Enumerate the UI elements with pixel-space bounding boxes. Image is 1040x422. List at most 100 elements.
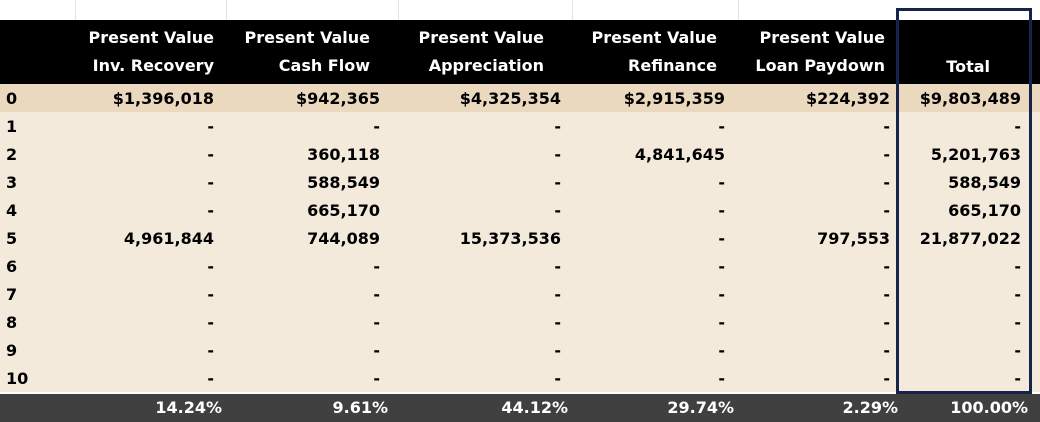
footer-pct-inv-recovery[interactable]: 14.24% [155, 398, 222, 417]
cell-loan-paydown[interactable]: - [883, 257, 890, 276]
cell-appreciation[interactable]: - [554, 201, 561, 220]
cell-appreciation[interactable]: - [554, 257, 561, 276]
header-inv-recovery[interactable]: Present Value Inv. Recovery [46, 20, 214, 84]
table-row: 8 - - - - - - [0, 308, 1040, 336]
row-year[interactable]: 3 [6, 173, 18, 192]
cell-refinance[interactable]: - [718, 285, 725, 304]
row-year[interactable]: 9 [6, 341, 18, 360]
cell-inv-recovery[interactable]: - [207, 117, 214, 136]
cell-inv-recovery[interactable]: - [207, 145, 214, 164]
table-row: 4 - 665,170 - - - 665,170 [0, 196, 1040, 224]
cell-refinance[interactable]: - [718, 313, 725, 332]
cell-total[interactable]: 588,549 [948, 173, 1021, 192]
cell-cash-flow[interactable]: 360,118 [307, 145, 380, 164]
row-year[interactable]: 6 [6, 257, 18, 276]
cell-loan-paydown[interactable]: 797,553 [817, 229, 890, 248]
cell-inv-recovery[interactable]: - [207, 201, 214, 220]
row-year[interactable]: 2 [6, 145, 18, 164]
cell-refinance[interactable]: - [718, 173, 725, 192]
cell-cash-flow[interactable]: 665,170 [307, 201, 380, 220]
cell-cash-flow[interactable]: - [373, 369, 380, 388]
cell-inv-recovery[interactable]: - [207, 341, 214, 360]
row-year[interactable]: 1 [6, 117, 18, 136]
cell-appreciation[interactable]: - [554, 145, 561, 164]
cell-refinance[interactable]: 4,841,645 [634, 145, 725, 164]
cell-appreciation[interactable]: - [554, 313, 561, 332]
cell-cash-flow[interactable]: - [373, 285, 380, 304]
cell-loan-paydown[interactable]: - [883, 341, 890, 360]
cell-refinance[interactable]: - [718, 341, 725, 360]
cell-appreciation[interactable]: 15,373,536 [459, 229, 561, 248]
cell-loan-paydown[interactable]: - [883, 369, 890, 388]
header-line1: Present Value [88, 28, 214, 47]
cell-total[interactable]: - [1014, 285, 1021, 304]
row-year[interactable]: 7 [6, 285, 18, 304]
cell-inv-recovery[interactable]: 4,961,844 [123, 229, 214, 248]
cell-inv-recovery[interactable]: - [207, 173, 214, 192]
row-year[interactable]: 10 [6, 369, 29, 388]
row-year[interactable]: 5 [6, 229, 18, 248]
cell-refinance[interactable]: - [718, 201, 725, 220]
gridline [398, 0, 399, 20]
cell-cash-flow[interactable]: 744,089 [307, 229, 380, 248]
cell-inv-recovery[interactable]: - [207, 285, 214, 304]
header-loan-paydown[interactable]: Present Value Loan Paydown [717, 20, 885, 84]
row-year[interactable]: 0 [6, 89, 18, 108]
cell-cash-flow[interactable]: - [373, 313, 380, 332]
table-row: 7 - - - - - - [0, 280, 1040, 308]
cell-refinance[interactable]: - [718, 117, 725, 136]
table-row: 9 - - - - - - [0, 336, 1040, 364]
cell-total[interactable]: 5,201,763 [930, 145, 1021, 164]
cell-inv-recovery[interactable]: - [207, 313, 214, 332]
header-cash-flow[interactable]: Present Value Cash Flow [214, 20, 370, 84]
header-refinance[interactable]: Present Value Refinance [544, 20, 717, 84]
cell-cash-flow[interactable]: - [373, 117, 380, 136]
cell-loan-paydown[interactable]: - [883, 201, 890, 220]
header-line1: Present Value [591, 28, 717, 47]
cell-total[interactable]: - [1014, 341, 1021, 360]
row-year[interactable]: 8 [6, 313, 18, 332]
footer-pct-refinance[interactable]: 29.74% [667, 398, 734, 417]
cell-inv-recovery[interactable]: $1,396,018 [112, 89, 214, 108]
footer-pct-loan-paydown[interactable]: 2.29% [842, 398, 898, 417]
cell-appreciation[interactable]: $4,325,354 [459, 89, 561, 108]
cell-appreciation[interactable]: - [554, 369, 561, 388]
row-year[interactable]: 4 [6, 201, 18, 220]
cell-cash-flow[interactable]: $942,365 [295, 89, 380, 108]
cell-loan-paydown[interactable]: - [883, 173, 890, 192]
cell-cash-flow[interactable]: - [373, 257, 380, 276]
cell-refinance[interactable]: - [718, 229, 725, 248]
cell-loan-paydown[interactable]: - [883, 313, 890, 332]
cell-loan-paydown[interactable]: - [883, 145, 890, 164]
header-appreciation[interactable]: Present Value Appreciation [370, 20, 544, 84]
cell-total[interactable]: - [1014, 117, 1021, 136]
footer-pct-total[interactable]: 100.00% [950, 398, 1028, 417]
cell-appreciation[interactable]: - [554, 341, 561, 360]
cell-appreciation[interactable]: - [554, 173, 561, 192]
cell-appreciation[interactable]: - [554, 117, 561, 136]
cell-total[interactable]: - [1014, 257, 1021, 276]
cell-loan-paydown[interactable]: - [883, 117, 890, 136]
cell-cash-flow[interactable]: - [373, 341, 380, 360]
cell-total[interactable]: - [1014, 313, 1021, 332]
cell-loan-paydown[interactable]: $224,392 [805, 89, 890, 108]
footer-pct-cash-flow[interactable]: 9.61% [332, 398, 388, 417]
cell-total[interactable]: - [1014, 369, 1021, 388]
footer-pct-appreciation[interactable]: 44.12% [501, 398, 568, 417]
cell-loan-paydown[interactable]: - [883, 285, 890, 304]
table-row: 6 - - - - - - [0, 252, 1040, 280]
cell-appreciation[interactable]: - [554, 285, 561, 304]
table-header: Present Value Inv. Recovery Present Valu… [0, 20, 1040, 84]
cell-cash-flow[interactable]: 588,549 [307, 173, 380, 192]
header-total[interactable]: Total [885, 20, 990, 84]
cell-refinance[interactable]: $2,915,359 [623, 89, 725, 108]
cell-total[interactable]: 665,170 [948, 201, 1021, 220]
cell-refinance[interactable]: - [718, 257, 725, 276]
cell-inv-recovery[interactable]: - [207, 369, 214, 388]
cell-total[interactable]: $9,803,489 [919, 89, 1021, 108]
cell-total[interactable]: 21,877,022 [919, 229, 1021, 248]
cell-inv-recovery[interactable]: - [207, 257, 214, 276]
table-body: 0 $1,396,018 $942,365 $4,325,354 $2,915,359 $… [0, 84, 1040, 392]
cell-refinance[interactable]: - [718, 369, 725, 388]
header-line2: Total [946, 57, 990, 76]
